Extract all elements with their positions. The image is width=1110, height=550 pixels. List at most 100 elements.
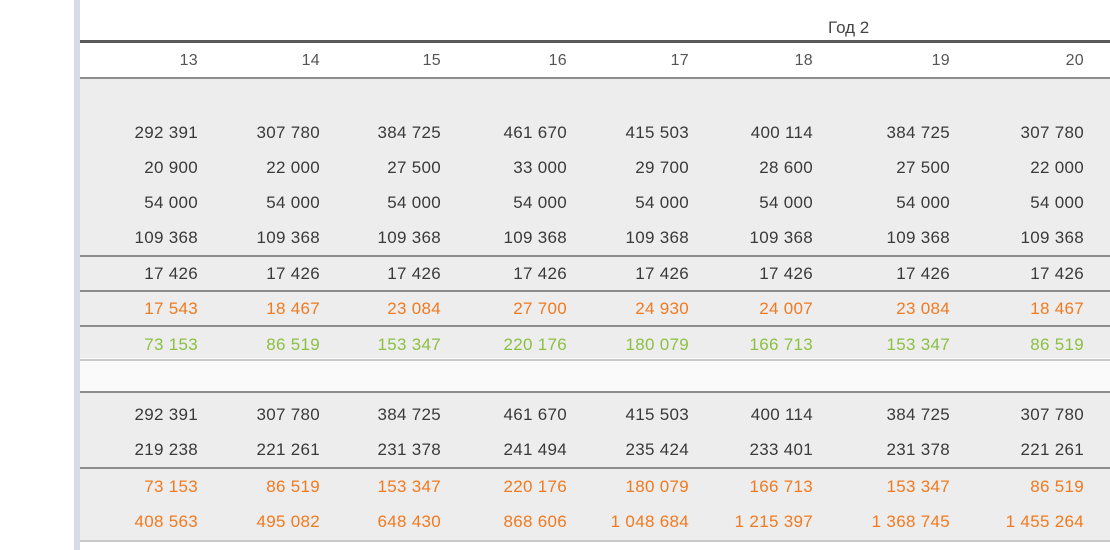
table-cell[interactable]: 109 368 <box>134 228 198 247</box>
table-cell[interactable]: 292 391 <box>134 405 198 424</box>
table-cell[interactable]: 17 426 <box>759 264 813 283</box>
table-cell[interactable]: 219 238 <box>134 440 198 459</box>
table-cell[interactable]: 22 000 <box>1030 158 1084 177</box>
table-cell[interactable]: 17 426 <box>896 264 950 283</box>
table-cell[interactable]: 1 368 745 <box>871 512 950 531</box>
table-cell[interactable]: 109 368 <box>886 228 950 247</box>
table-cell[interactable]: 18 467 <box>1030 299 1084 318</box>
table-cell[interactable]: 400 114 <box>750 405 813 424</box>
table-cell[interactable]: 1 455 264 <box>1005 512 1084 531</box>
table-row: 17 426 17 426 17 426 17 426 17 426 17 42… <box>80 257 1110 291</box>
table-cell[interactable]: 384 725 <box>886 123 950 142</box>
table-cell[interactable]: 54 000 <box>1030 193 1084 212</box>
table-cell[interactable]: 73 153 <box>144 335 198 354</box>
table-cell[interactable]: 27 500 <box>387 158 441 177</box>
table-cell[interactable]: 307 780 <box>256 405 320 424</box>
table-cell[interactable]: 33 000 <box>513 158 567 177</box>
column-header[interactable]: 18 <box>794 52 813 69</box>
table-cell[interactable]: 24 007 <box>759 299 813 318</box>
table-cell[interactable]: 24 930 <box>635 299 689 318</box>
column-header[interactable]: 14 <box>301 52 320 69</box>
table-cell[interactable]: 231 378 <box>377 440 441 459</box>
table-cell[interactable]: 17 543 <box>144 299 198 318</box>
table-cell[interactable]: 29 700 <box>635 158 689 177</box>
table-cell[interactable]: 495 082 <box>256 512 320 531</box>
table-cell[interactable]: 408 563 <box>134 512 198 531</box>
column-header[interactable]: 15 <box>422 52 441 69</box>
table-cell[interactable]: 54 000 <box>144 193 198 212</box>
table-cell[interactable]: 153 347 <box>377 477 441 496</box>
table-cell[interactable]: 27 500 <box>896 158 950 177</box>
table-cell[interactable]: 18 467 <box>266 299 320 318</box>
table-cell[interactable]: 54 000 <box>387 193 441 212</box>
table-cell[interactable]: 86 519 <box>266 335 320 354</box>
column-header[interactable]: 19 <box>931 52 950 69</box>
table-cell[interactable]: 166 713 <box>749 335 813 354</box>
table-cell[interactable]: 868 606 <box>503 512 567 531</box>
table-cell[interactable]: 384 725 <box>377 405 441 424</box>
table-cell[interactable]: 220 176 <box>503 335 567 354</box>
table-cell[interactable]: 109 368 <box>1020 228 1084 247</box>
table-cell[interactable]: 20 900 <box>144 158 198 177</box>
table-cell[interactable]: 54 000 <box>635 193 689 212</box>
table-cell[interactable]: 648 430 <box>377 512 441 531</box>
table-cell[interactable]: 415 503 <box>625 405 689 424</box>
table-cell[interactable]: 221 261 <box>1020 440 1084 459</box>
table-cell[interactable]: 54 000 <box>759 193 813 212</box>
table-cell[interactable]: 22 000 <box>266 158 320 177</box>
table-row: 17 543 18 467 23 084 27 700 24 930 24 00… <box>80 292 1110 326</box>
table-cell[interactable]: 292 391 <box>134 123 198 142</box>
table-cell[interactable]: 73 153 <box>144 477 198 496</box>
table-cell[interactable]: 153 347 <box>377 335 441 354</box>
table-cell[interactable]: 384 725 <box>886 405 950 424</box>
table-cell[interactable]: 86 519 <box>1030 335 1084 354</box>
table-cell[interactable]: 400 114 <box>750 123 813 142</box>
table-cell[interactable]: 384 725 <box>377 123 441 142</box>
table-cell[interactable]: 17 426 <box>266 264 320 283</box>
table-cell[interactable]: 180 079 <box>625 477 689 496</box>
table-cell[interactable]: 153 347 <box>886 477 950 496</box>
table-cell[interactable]: 17 426 <box>1030 264 1084 283</box>
table-cell[interactable]: 415 503 <box>625 123 689 142</box>
table-cell[interactable]: 153 347 <box>886 335 950 354</box>
table-cell[interactable]: 86 519 <box>1030 477 1084 496</box>
table-cell[interactable]: 109 368 <box>625 228 689 247</box>
table-cell[interactable]: 54 000 <box>896 193 950 212</box>
column-header[interactable]: 20 <box>1065 52 1084 69</box>
table-cell[interactable]: 461 670 <box>503 123 567 142</box>
table-cell[interactable]: 307 780 <box>256 123 320 142</box>
table-cell[interactable]: 17 426 <box>635 264 689 283</box>
column-header[interactable]: 17 <box>670 52 689 69</box>
table-cell[interactable]: 109 368 <box>503 228 567 247</box>
table-cell[interactable]: 23 084 <box>387 299 441 318</box>
table-cell[interactable]: 27 700 <box>513 299 567 318</box>
table-cell[interactable]: 166 713 <box>749 477 813 496</box>
column-header[interactable]: 16 <box>548 52 567 69</box>
table-cell[interactable]: 180 079 <box>625 335 689 354</box>
table-cell[interactable]: 307 780 <box>1020 123 1084 142</box>
column-header[interactable]: 13 <box>179 52 198 69</box>
table-row: 73 153 86 519 153 347 220 176 180 079 16… <box>80 470 1110 504</box>
table-cell[interactable]: 1 215 397 <box>734 512 813 531</box>
table-cell[interactable]: 241 494 <box>503 440 567 459</box>
table-cell[interactable]: 17 426 <box>513 264 567 283</box>
table-cell[interactable]: 17 426 <box>144 264 198 283</box>
table-cell[interactable]: 17 426 <box>387 264 441 283</box>
table-cell[interactable]: 54 000 <box>513 193 567 212</box>
section1-background <box>80 79 1110 358</box>
table-cell[interactable]: 1 048 684 <box>610 512 689 531</box>
table-cell[interactable]: 23 084 <box>896 299 950 318</box>
table-cell[interactable]: 109 368 <box>749 228 813 247</box>
table-cell[interactable]: 461 670 <box>503 405 567 424</box>
table-cell[interactable]: 307 780 <box>1020 405 1084 424</box>
table-cell[interactable]: 220 176 <box>503 477 567 496</box>
table-cell[interactable]: 231 378 <box>886 440 950 459</box>
table-cell[interactable]: 109 368 <box>256 228 320 247</box>
table-cell[interactable]: 221 261 <box>256 440 320 459</box>
table-cell[interactable]: 233 401 <box>749 440 813 459</box>
table-cell[interactable]: 28 600 <box>759 158 813 177</box>
table-cell[interactable]: 86 519 <box>266 477 320 496</box>
table-cell[interactable]: 235 424 <box>625 440 689 459</box>
table-cell[interactable]: 109 368 <box>377 228 441 247</box>
table-cell[interactable]: 54 000 <box>266 193 320 212</box>
